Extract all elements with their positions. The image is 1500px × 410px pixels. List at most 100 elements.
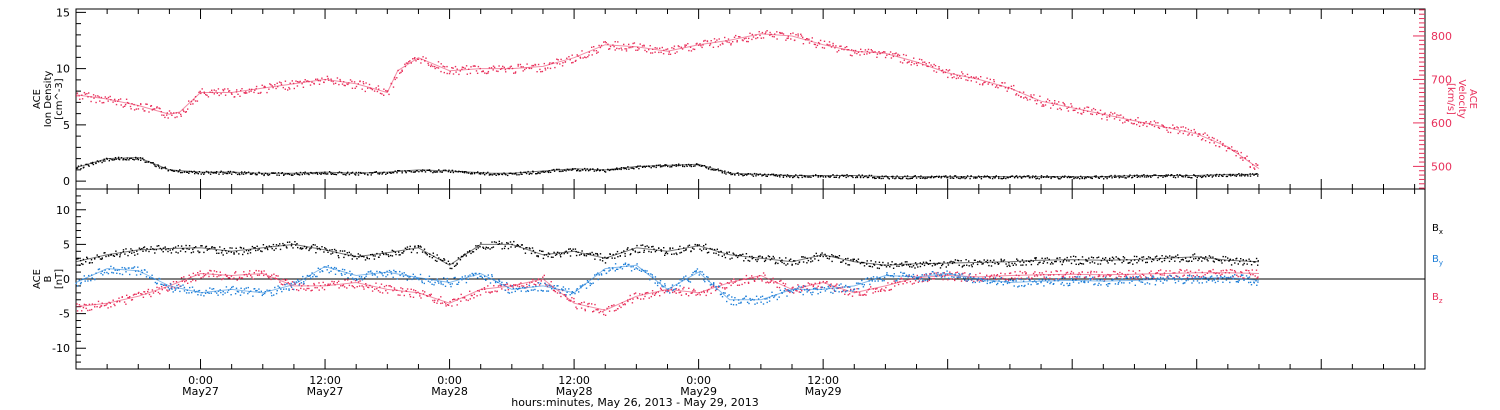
by-point <box>376 270 378 273</box>
by-point <box>644 269 646 272</box>
bz-point <box>1248 272 1251 274</box>
density-point <box>834 176 836 178</box>
bx-point <box>211 247 213 249</box>
bz-point <box>438 298 440 300</box>
density-point <box>1086 176 1089 178</box>
velocity-point <box>456 68 458 70</box>
density-point <box>126 159 128 161</box>
bx-point <box>836 256 838 258</box>
velocity-point <box>928 62 930 64</box>
bz-point <box>887 282 889 284</box>
by-point <box>234 293 237 295</box>
velocity-point <box>282 86 284 89</box>
bz-point <box>462 297 464 299</box>
by-point <box>165 284 167 287</box>
density-point <box>122 158 125 160</box>
bx-point <box>326 249 328 251</box>
by-point <box>636 268 639 270</box>
density-point <box>452 171 455 174</box>
by-point <box>480 275 482 277</box>
velocity-point <box>681 48 684 50</box>
velocity-point <box>957 77 960 79</box>
by-point <box>1187 279 1189 281</box>
bz-point <box>682 288 684 290</box>
density-point <box>899 177 901 179</box>
density-point <box>1149 175 1151 177</box>
density-point <box>1110 174 1112 177</box>
bz-point <box>565 295 567 297</box>
by-point <box>102 274 104 276</box>
density-point <box>99 160 102 162</box>
bz-point <box>135 293 137 295</box>
bx-point <box>456 263 458 265</box>
by-point <box>551 288 553 290</box>
by-point <box>961 273 963 275</box>
by-point <box>554 287 557 289</box>
density-point <box>117 156 120 159</box>
by-point <box>1121 282 1123 284</box>
density-point <box>836 174 838 177</box>
by-point <box>1038 278 1040 281</box>
bz-point <box>151 289 154 291</box>
velocity-point <box>504 68 507 71</box>
velocity-point <box>362 83 365 85</box>
by-point <box>779 289 782 291</box>
bz-point <box>641 293 643 296</box>
bx-point <box>514 246 516 248</box>
density-point <box>977 175 980 177</box>
bz-point <box>521 285 523 287</box>
density-point <box>135 158 137 160</box>
density-point <box>855 176 857 179</box>
by-point <box>159 278 161 280</box>
by-point <box>1192 280 1195 282</box>
density-point <box>901 177 904 180</box>
bx-point <box>529 248 531 250</box>
density-point <box>422 169 424 171</box>
velocity-point <box>726 41 728 43</box>
velocity-point <box>834 47 836 49</box>
density-point <box>239 173 241 176</box>
by-point <box>892 276 895 278</box>
bz-point <box>650 295 652 298</box>
by-point <box>734 297 736 299</box>
velocity-point <box>397 69 399 72</box>
bx-point <box>1106 260 1108 262</box>
velocity-point <box>543 62 545 65</box>
velocity-point <box>559 63 561 65</box>
velocity-point <box>977 77 979 80</box>
by-point <box>501 281 503 284</box>
density-point <box>524 171 527 174</box>
by-point <box>1177 280 1180 282</box>
by-point <box>216 292 218 294</box>
density-point <box>904 175 906 177</box>
bz-point <box>1108 274 1110 276</box>
bx-point <box>773 257 775 259</box>
by-point <box>1112 278 1114 281</box>
density-point <box>607 169 609 171</box>
density-point <box>1028 175 1030 177</box>
bx-point <box>1019 261 1021 263</box>
density-point <box>991 177 994 180</box>
velocity-point <box>614 41 616 43</box>
by-point <box>814 287 816 289</box>
density-point <box>701 165 704 167</box>
by-point <box>333 266 336 269</box>
density-point <box>145 161 147 163</box>
density-point <box>898 177 900 179</box>
bz-point <box>847 294 849 296</box>
bx-point <box>1234 262 1236 264</box>
density-point <box>1196 176 1198 179</box>
bz-point <box>956 271 959 273</box>
by-point <box>921 274 923 276</box>
bx-point <box>1035 257 1037 259</box>
velocity-point <box>497 70 499 73</box>
bx-point <box>972 263 974 265</box>
bz-point <box>1189 270 1192 272</box>
bz-point <box>1249 274 1252 276</box>
by-point <box>783 290 785 292</box>
bx-point <box>765 257 767 259</box>
by-point <box>687 279 689 282</box>
bx-point <box>330 253 332 255</box>
by-point <box>191 286 194 288</box>
bx-point <box>777 262 779 265</box>
